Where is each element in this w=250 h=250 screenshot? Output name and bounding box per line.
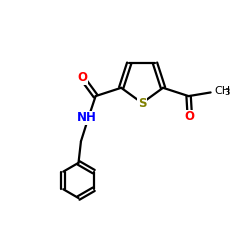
Text: 3: 3 [224,88,230,98]
Text: O: O [185,110,195,124]
Text: S: S [138,97,146,110]
Text: CH: CH [214,86,230,96]
Text: O: O [77,71,87,84]
Text: NH: NH [77,111,97,124]
